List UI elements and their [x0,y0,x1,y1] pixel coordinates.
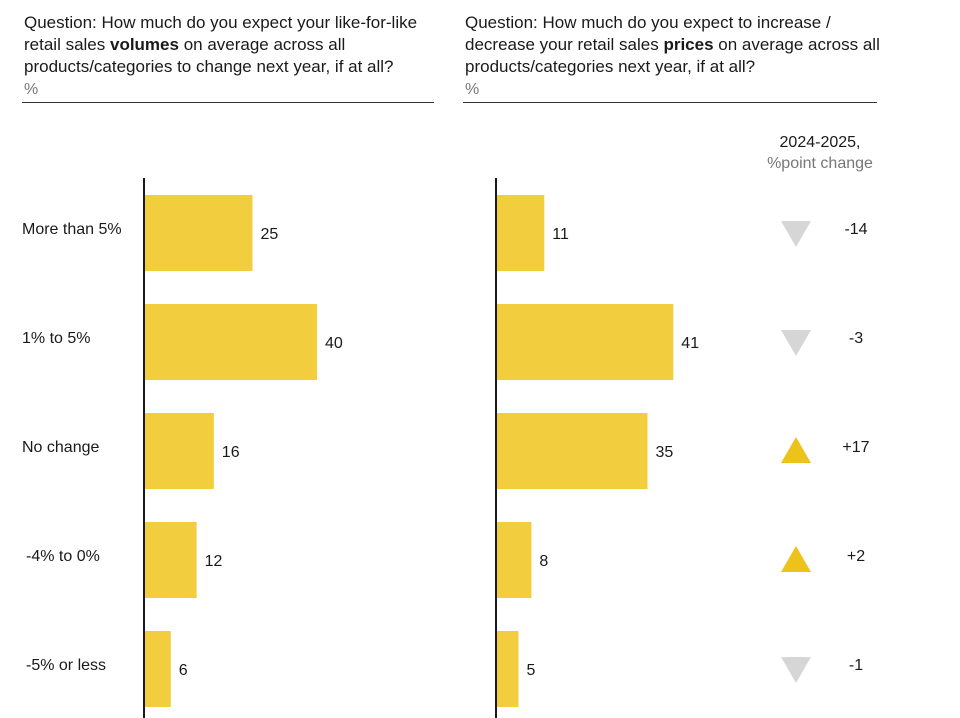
triangle-down-icon [781,330,811,356]
triangle-down-icon [781,657,811,683]
volumes-value-label: 12 [205,553,223,570]
prices-value-label: 11 [552,226,569,243]
left-unit-label: % [24,81,39,98]
category-label: -5% or less [26,657,106,674]
prices-bar [497,413,648,489]
right-question-bold: prices [663,35,714,54]
change-value-label: -3 [849,330,863,347]
volumes-bar [145,413,214,489]
volumes-bar [145,631,171,707]
right-question-suffix: on average across all products/categorie… [465,35,880,76]
left-question-bold: volumes [109,35,179,54]
prices-value-label: 35 [656,444,674,461]
category-label: 1% to 5% [22,330,90,347]
prices-bar [497,195,545,271]
category-label: No change [22,439,99,456]
category-label: More than 5% [22,221,122,238]
left-question: Question: How much do you expect your li… [24,12,434,100]
volumes-value-label: 25 [261,226,279,243]
change-column-header: 2024-2025, %point change [740,132,900,174]
triangle-up-icon [781,546,811,572]
prices-bar [497,522,532,598]
change-header-period: 2024-2025, [779,134,861,151]
left-question-suffix: on average across all products/categorie… [24,35,394,76]
prices-value-label: 5 [527,662,536,679]
change-header-unit: %point change [767,155,873,172]
volumes-bar [145,522,197,598]
right-header-divider [463,102,877,103]
volumes-value-label: 40 [325,335,343,352]
prices-value-label: 8 [539,553,548,570]
prices-value-label: 41 [681,335,699,352]
triangle-up-icon [781,437,811,463]
volumes-value-label: 6 [179,662,188,679]
triangle-down-icon [781,221,811,247]
right-question: Question: How much do you expect to incr… [465,12,880,100]
left-header-divider [22,102,434,103]
change-value-label: +17 [842,439,869,456]
prices-bar [497,304,674,380]
left-question-text: Question: How much do you expect your li… [24,13,418,54]
change-value-label: +2 [847,548,865,565]
category-label: -4% to 0% [26,548,100,565]
right-unit-label: % [465,81,480,98]
change-value-label: -14 [844,221,867,238]
change-value-label: -1 [849,657,863,674]
right-question-text: Question: How much do you expect to incr… [465,13,831,54]
volumes-bar [145,195,253,271]
prices-bar [497,631,519,707]
volumes-bar [145,304,317,380]
volumes-value-label: 16 [222,444,240,461]
